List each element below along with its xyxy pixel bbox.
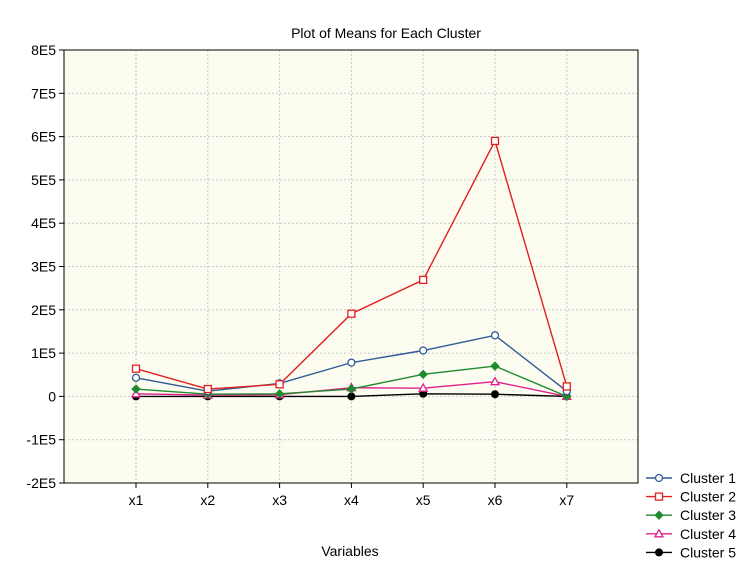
series-3-point [131, 384, 141, 394]
grid-lines [64, 49, 638, 484]
y-tick-label: -1E5 [26, 432, 56, 448]
y-axis-ticks: -2E5 -1E5 0 1E5 2E5 3E5 4E5 5E5 6E5 7E5 8E5 [26, 42, 64, 491]
x-axis-ticks: x1 x2 x3 x4 x5 x6 x7 [129, 483, 574, 508]
chart-title: Plot of Means for Each Cluster [291, 25, 481, 41]
series-2-point [203, 384, 212, 394]
legend-item: Cluster 5 [646, 544, 736, 560]
legend: Cluster 1 Cluster 2 Cluster 3 Cluster 4 Clus… [646, 470, 736, 560]
y-tick-label: 7E5 [31, 85, 56, 101]
x-tick-label: x4 [344, 492, 359, 508]
legend-item: Cluster 2 [646, 489, 736, 505]
y-tick-label: 6E5 [31, 129, 56, 145]
y-tick-label: 4E5 [31, 215, 56, 231]
series-2-point [275, 380, 284, 389]
legend-marker [654, 473, 664, 483]
y-tick-label: 8E5 [31, 42, 56, 58]
x-axis-label: Variables [321, 543, 378, 559]
x-tick-label: x2 [200, 492, 215, 508]
series-5-point [491, 390, 499, 399]
legend-label: Cluster 2 [680, 489, 736, 505]
series-4-point [418, 382, 429, 392]
series-1-point [419, 346, 428, 355]
series-2-point [490, 136, 500, 146]
series-3-point [346, 384, 357, 394]
series-1-point [490, 331, 500, 340]
plot-frame [63, 49, 639, 484]
x-tick-label: x1 [129, 492, 144, 508]
legend-label: Cluster 5 [680, 544, 736, 560]
series-1-point [131, 373, 141, 382]
legend-item: Cluster 4 [646, 526, 736, 542]
series-lines [130, 136, 572, 402]
series-2-point [131, 364, 141, 373]
y-tick-label: 0 [48, 388, 56, 404]
series-2-point [562, 382, 571, 391]
series-3-point [274, 389, 285, 399]
series-2 [131, 136, 571, 394]
x-tick-label: x7 [559, 492, 574, 508]
x-tick-label: x3 [272, 492, 287, 508]
legend-item: Cluster 1 [646, 470, 736, 486]
y-tick-label: 2E5 [31, 302, 56, 318]
series-5-point [347, 392, 356, 401]
legend-label: Cluster 1 [680, 470, 736, 486]
series-1-point [347, 358, 356, 367]
legend-label: Cluster 4 [680, 526, 736, 542]
legend-marker [654, 510, 664, 520]
x-tick-label: x5 [416, 492, 431, 508]
legend-item: Cluster 3 [646, 507, 736, 523]
y-tick-label: 1E5 [31, 345, 56, 361]
legend-marker [655, 548, 663, 557]
series-4-point [489, 376, 501, 386]
x-tick-label: x6 [488, 492, 503, 508]
legend-marker [654, 492, 664, 501]
series-2-point [419, 275, 428, 285]
series-3-point [490, 361, 500, 371]
legend-label: Cluster 3 [680, 507, 736, 523]
series-3-point [418, 369, 428, 380]
y-tick-label: 5E5 [31, 172, 56, 188]
series-2-point [347, 309, 356, 318]
legend-marker [653, 528, 665, 538]
y-tick-label: -2E5 [26, 475, 56, 491]
y-tick-label: 3E5 [31, 259, 56, 275]
